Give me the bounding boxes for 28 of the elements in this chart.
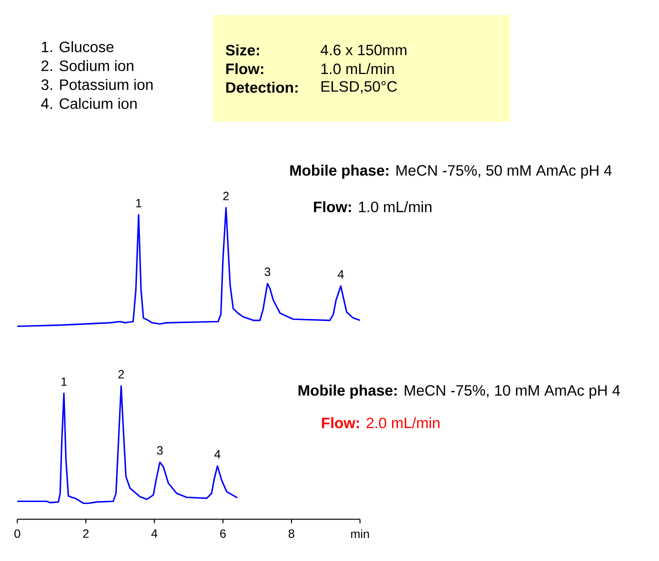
text: 1.0 mL/min [321, 63, 394, 74]
text: Mobile phase: MeCN -75%, 50 mM AmAc pH 4 [290, 164, 612, 179]
text: 2. Sodium ion [42, 60, 134, 72]
annotation: 4 [338, 270, 344, 278]
text: 4. Calcium ion [41, 98, 137, 109]
x-tick-label: 4 [151, 529, 158, 538]
annotation: Flow: 1.0 mL/min [314, 201, 432, 212]
text: 3. Potassium ion [41, 78, 153, 90]
x-tick-label: 6 [220, 529, 226, 538]
annotation: 4 [214, 450, 220, 458]
text: ELSD,50°C [322, 81, 397, 94]
x-tick-label: min [351, 529, 369, 538]
annotation: 3 [264, 268, 270, 276]
text: Detection: [226, 82, 298, 93]
annotation: 2 [118, 370, 124, 378]
x-tick-label: 0 [14, 529, 20, 538]
text: Size: [226, 44, 259, 56]
x-tick-label: 2 [83, 529, 89, 538]
annotation: 2 [223, 192, 229, 200]
annotation: 1 [61, 377, 67, 386]
annotation: Mobile phase: MeCN -75%, 10 mM AmAc pH 4 [298, 384, 620, 399]
annotation: 1 [136, 198, 142, 208]
annotation: 3 [156, 446, 163, 455]
annotation: Flow: 2.0 mL/min [322, 417, 440, 428]
text: Flow: [226, 63, 264, 74]
text: 1. Glucose [42, 41, 114, 52]
text: 4.6 x 150mm [320, 44, 406, 56]
x-tick-label: 8 [288, 529, 294, 538]
